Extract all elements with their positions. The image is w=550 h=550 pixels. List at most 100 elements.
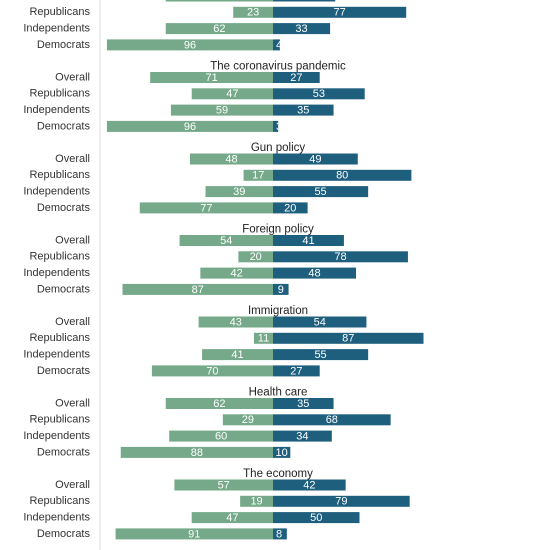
value-label: 79 (335, 496, 347, 508)
bar (205, 186, 273, 198)
category-label: Independents (23, 349, 90, 361)
bar (165, 23, 273, 35)
value-label: 41 (231, 349, 243, 361)
bar (179, 235, 273, 246)
bar (273, 251, 408, 263)
bar (222, 414, 273, 426)
value-label: 41 (302, 235, 314, 247)
panel-title: The economy (243, 468, 313, 480)
bar (233, 6, 273, 18)
bar (115, 528, 273, 540)
value-label: 87 (192, 284, 204, 296)
value-label: 42 (231, 268, 243, 280)
bar (273, 332, 424, 344)
value-label: 77 (333, 7, 345, 19)
category-label: Overall (55, 234, 90, 246)
bar (139, 202, 273, 214)
value-label: 42 (303, 479, 315, 491)
value-label: 87 (342, 333, 354, 345)
bar (165, 398, 273, 409)
category-label: Democrats (37, 365, 91, 377)
category-label: Overall (55, 397, 90, 409)
panel-title: Health care (249, 387, 308, 399)
value-label: 17 (252, 170, 264, 182)
category-label: Democrats (37, 39, 91, 51)
bar (198, 316, 273, 328)
bar (273, 23, 331, 35)
value-label: 68 (326, 414, 338, 426)
value-label: 62 (213, 23, 225, 35)
panel-title: Foreign policy (242, 224, 314, 236)
value-label: 62 (213, 398, 225, 410)
bar (273, 72, 320, 83)
bar (273, 88, 365, 100)
bar (273, 0, 336, 2)
bar (273, 349, 369, 361)
category-label: Overall (55, 479, 90, 491)
category-label: Republicans (29, 88, 90, 100)
value-label: 23 (247, 7, 259, 19)
bar (273, 283, 289, 295)
bar (151, 365, 273, 377)
value-label: 19 (250, 496, 262, 508)
bar (169, 430, 273, 442)
value-label: 20 (284, 202, 296, 214)
value-label: 49 (309, 153, 321, 165)
value-label: 11 (258, 333, 269, 345)
bar (202, 349, 273, 361)
category-label: Independents (23, 512, 90, 524)
category-label: Independents (23, 104, 90, 116)
value-label: 55 (314, 349, 326, 361)
value-label: 80 (336, 170, 348, 182)
bar (170, 104, 273, 116)
bar (238, 251, 273, 263)
bar (273, 186, 369, 198)
category-label: Independents (23, 430, 90, 442)
category-label: Democrats (37, 202, 91, 214)
value-label: 55 (314, 186, 326, 198)
panel-title: Immigration (248, 305, 308, 317)
value-label: 48 (225, 153, 237, 165)
value-label: 39 (233, 186, 245, 198)
bar (106, 120, 273, 132)
bar (253, 332, 273, 344)
value-label: 20 (250, 251, 262, 263)
category-label: Democrats (37, 283, 91, 295)
value-label: 60 (215, 431, 227, 443)
category-label: Republicans (29, 6, 90, 18)
bar (273, 120, 279, 132)
category-label: Republicans (29, 332, 90, 344)
value-label: 35 (297, 105, 309, 117)
bar (191, 512, 273, 524)
bar (174, 479, 273, 491)
bar (273, 414, 391, 426)
value-label: 71 (205, 72, 217, 84)
bar (150, 72, 273, 83)
value-label: 27 (290, 365, 302, 377)
category-label: Democrats (37, 120, 91, 132)
value-label: 96 (184, 39, 196, 51)
value-label: 77 (200, 202, 212, 214)
category-label: Overall (55, 71, 90, 83)
value-label: 78 (334, 251, 346, 263)
value-label: 35 (297, 398, 309, 410)
value-label: 8 (276, 528, 282, 540)
bar (273, 169, 412, 181)
bar (191, 88, 273, 100)
bar (273, 479, 346, 491)
bar (273, 267, 357, 279)
value-label: 47 (226, 88, 238, 100)
value-label: 3 (276, 121, 282, 133)
bar (122, 283, 274, 295)
value-label: 70 (206, 365, 218, 377)
category-label: Overall (55, 153, 90, 165)
bar (273, 446, 291, 458)
bar (273, 316, 367, 328)
bar (106, 39, 273, 51)
value-label: 54 (220, 235, 232, 247)
bar (273, 153, 358, 165)
category-label: Republicans (29, 251, 90, 263)
bar (120, 446, 273, 458)
value-label: 54 (314, 316, 326, 328)
bar (165, 0, 273, 2)
